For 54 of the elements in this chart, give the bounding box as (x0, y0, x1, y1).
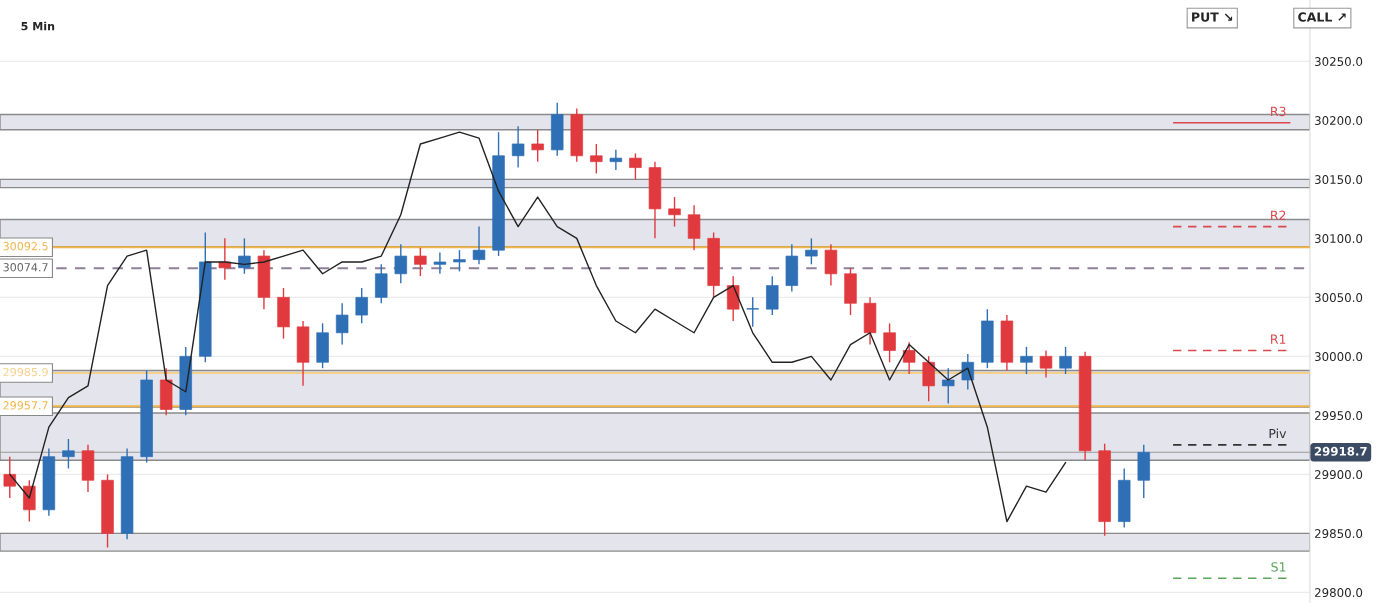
ref-line-label: 29918.7 (1314, 446, 1367, 456)
candlestick (1020, 346, 1033, 375)
candlestick (590, 143, 603, 175)
ref-line-label: R1 (1271, 334, 1286, 344)
ref-line-label: 29957.7 (3, 401, 48, 410)
candlestick (472, 225, 486, 266)
candlestick (335, 302, 349, 346)
candlestick (824, 243, 838, 287)
candlestick (238, 237, 251, 275)
y-tick-label: 30250.0 (1315, 57, 1363, 67)
ref-line-label: S1 (1271, 562, 1286, 572)
candlestick (766, 275, 779, 316)
candlestick (805, 237, 818, 266)
ref-line-label: 30092.5 (3, 242, 48, 251)
ref-line-label: R2 (1271, 210, 1286, 220)
candlestick (414, 247, 427, 277)
candlestick (1039, 349, 1053, 379)
candlestick (883, 322, 896, 363)
candlestick (218, 237, 232, 281)
candlestick (355, 287, 368, 325)
candlestick (942, 367, 955, 405)
candlestick (62, 438, 75, 470)
candlestick (511, 125, 525, 169)
y-tick-label: 29950.0 (1314, 411, 1363, 421)
candlestick (668, 196, 681, 228)
candlestick (3, 455, 16, 499)
ref-line-label: R3 (1271, 106, 1286, 117)
candlestick (687, 204, 701, 251)
candlestick (726, 275, 740, 322)
y-tick-label: 29800.0 (1314, 588, 1363, 598)
candlestick (902, 341, 916, 375)
candlestick (746, 296, 759, 328)
candlestick (531, 129, 544, 163)
ref-line-label: 29985.9 (3, 367, 48, 377)
candlestick (394, 243, 408, 284)
ref-line-label: Piv (1269, 428, 1287, 439)
y-tick-label: 30050.0 (1315, 293, 1363, 303)
candlestick (629, 152, 642, 181)
text: CALL ↗ (1298, 12, 1346, 22)
candlestick (609, 149, 623, 171)
candlestick (1059, 346, 1072, 375)
candlestick (433, 251, 447, 275)
annotation: 5 Min (21, 21, 55, 31)
y-tick-label: 30200.0 (1315, 116, 1363, 126)
y-tick-label: 30100.0 (1315, 234, 1363, 244)
y-tick-label: 29900.0 (1314, 470, 1363, 480)
y-tick-label: 30150.0 (1315, 175, 1363, 185)
candlestick (922, 355, 935, 402)
ref-line-label: 30074.7 (3, 263, 48, 272)
text: PUT ↘ (1192, 12, 1233, 22)
y-tick-label: 30000.0 (1315, 352, 1363, 362)
candlestick (453, 249, 466, 273)
candlestick (375, 263, 388, 304)
y-tick-label: 29850.0 (1314, 529, 1363, 539)
